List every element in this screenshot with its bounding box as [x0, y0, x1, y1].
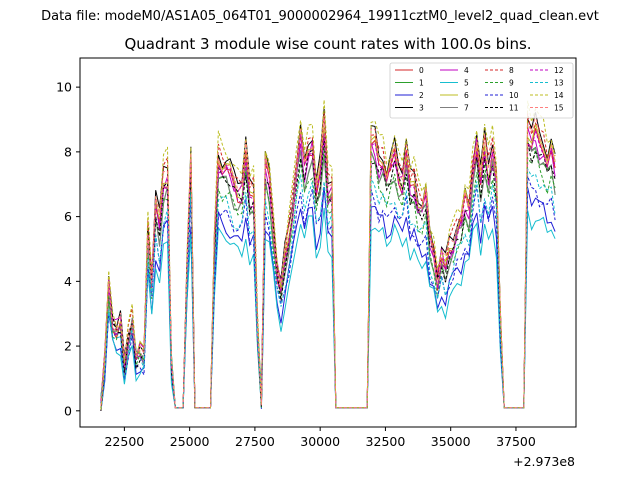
- y-tick-label: 0: [64, 403, 72, 418]
- legend-label-4: 4: [464, 66, 469, 75]
- x-tick-label: 35000: [431, 434, 471, 449]
- suptitle: Data file: modeM0/AS1A05_064T01_90000029…: [41, 9, 599, 24]
- x-tick-label: 30000: [300, 434, 340, 449]
- y-axis: 0 2 4 6 8 10: [56, 80, 80, 418]
- x-tick-label: 27500: [235, 434, 275, 449]
- x-tick-label: 32500: [366, 434, 406, 449]
- series-line-12: [100, 130, 556, 409]
- plot-area: 22500 25000 27500 30000 32500 35000 37500 0 2 4 6…: [56, 57, 577, 449]
- y-tick-label: 2: [64, 339, 72, 354]
- y-tick-label: 8: [64, 144, 72, 159]
- legend-label-10: 10: [509, 91, 519, 100]
- x-tick-label: 37500: [496, 434, 536, 449]
- y-tick-label: 4: [64, 274, 72, 289]
- legend-label-9: 9: [509, 78, 514, 87]
- x-tick-label: 22500: [104, 434, 144, 449]
- legend-label-3: 3: [419, 103, 424, 112]
- legend-label-8: 8: [509, 66, 514, 75]
- x-tick-label: 25000: [170, 434, 210, 449]
- legend-label-0: 0: [419, 66, 424, 75]
- legend-label-13: 13: [554, 78, 564, 87]
- series-layer: [100, 99, 556, 411]
- y-tick-label: 6: [64, 209, 72, 224]
- legend-frame: [389, 62, 574, 119]
- y-tick-label: 10: [56, 80, 72, 95]
- series-line-8: [100, 112, 556, 411]
- series-line-15: [100, 115, 556, 409]
- legend-label-1: 1: [419, 78, 424, 87]
- x-axis: 22500 25000 27500 30000 32500 35000 37500: [104, 427, 536, 449]
- axes-frame: [79, 57, 577, 428]
- legend-label-11: 11: [509, 103, 519, 112]
- series-line-14: [100, 99, 556, 410]
- legend-label-5: 5: [464, 78, 469, 87]
- legend-label-2: 2: [419, 91, 424, 100]
- x-offset-text: +2.973e8: [513, 454, 575, 469]
- legend-label-12: 12: [554, 66, 564, 75]
- legend-label-7: 7: [464, 103, 469, 112]
- legend-label-6: 6: [464, 91, 469, 100]
- legend-label-15: 15: [554, 103, 564, 112]
- chart-title: Quadrant 3 module wise count rates with …: [124, 35, 531, 53]
- legend-label-14: 14: [554, 91, 564, 100]
